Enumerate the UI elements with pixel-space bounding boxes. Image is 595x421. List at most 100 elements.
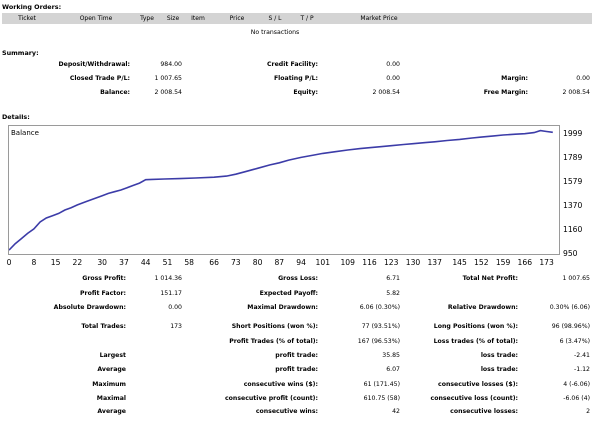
- no-transactions-text: No transactions: [250, 29, 300, 36]
- summary-label: Balance:: [100, 89, 130, 96]
- details-label: consecutive profit (count):: [225, 395, 318, 402]
- summary-value: 1 007.65: [154, 75, 182, 82]
- details-label: Absolute Drawdown:: [53, 304, 126, 311]
- balance-line: [8, 129, 553, 251]
- x-tick-label: 15: [50, 258, 61, 267]
- x-tick-label: 94: [296, 258, 306, 267]
- col-type[interactable]: Type: [140, 15, 154, 22]
- col-tp[interactable]: T / P: [300, 15, 314, 22]
- details-value: -1.12: [573, 366, 590, 373]
- details-label: Long Positions (won %):: [433, 323, 518, 330]
- y-tick-label: 1160: [563, 225, 583, 234]
- x-tick-label: 137: [427, 258, 442, 267]
- details-label: Total Net Profit:: [462, 275, 518, 282]
- y-tick-label: 1999: [563, 129, 583, 139]
- details-value: 4 (-6.06): [563, 381, 590, 388]
- details-label: profit trade:: [275, 352, 318, 359]
- x-tick-label: 30: [97, 258, 108, 267]
- details-label: consecutive losses:: [450, 408, 518, 415]
- summary-title: Summary:: [2, 49, 39, 57]
- chart-legend-label: Balance: [11, 129, 39, 137]
- details-label: consecutive losses ($):: [438, 381, 518, 388]
- summary-value: 0.00: [386, 75, 400, 82]
- summary-label: Free Margin:: [483, 89, 528, 96]
- col-size[interactable]: Size: [166, 15, 180, 22]
- y-tick-label: 1789: [563, 153, 583, 163]
- summary-value: 0.00: [576, 75, 590, 82]
- col-market-price[interactable]: Market Price: [360, 15, 398, 22]
- details-label: Gross Loss:: [278, 275, 318, 282]
- details-label: Loss trades (% of total):: [433, 338, 518, 345]
- y-tick-label: 1370: [563, 201, 583, 210]
- summary-label: Equity:: [293, 89, 318, 96]
- details-value: 77 (93.51%): [361, 323, 400, 330]
- details-value: 151.17: [160, 290, 182, 297]
- x-tick-label: 116: [362, 258, 377, 267]
- summary-label: Credit Facility:: [267, 61, 318, 68]
- x-tick-label: 109: [340, 258, 355, 267]
- summary-label: Deposit/Withdrawal:: [58, 61, 131, 68]
- col-ticket[interactable]: Ticket: [18, 15, 36, 22]
- details-value: 1 007.65: [562, 275, 590, 282]
- details-label: Profit Factor:: [80, 290, 126, 297]
- x-tick-label: 87: [274, 258, 285, 267]
- x-tick-label: 51: [162, 258, 173, 267]
- details-value: 0.00: [168, 304, 182, 311]
- balance-chart-svg: [8, 129, 553, 251]
- x-tick-label: 152: [474, 258, 489, 267]
- x-tick-label: 58: [184, 258, 195, 267]
- details-value: 6.07: [386, 366, 400, 373]
- col-item[interactable]: Item: [191, 15, 205, 22]
- details-label: Maximal: [96, 395, 126, 402]
- working-orders-title: Working Orders:: [2, 3, 62, 11]
- details-value: 167 (96.53%): [357, 338, 400, 345]
- x-tick-label: 80: [252, 258, 263, 267]
- col-open-time[interactable]: Open Time: [79, 15, 113, 22]
- x-tick-label: 101: [315, 258, 331, 267]
- x-tick-label: 73: [230, 258, 241, 267]
- details-label: Total Trades:: [81, 323, 126, 330]
- details-value: 5.82: [386, 290, 400, 297]
- details-label: Profit Trades (% of total):: [229, 338, 318, 345]
- col-sl[interactable]: S / L: [268, 15, 282, 22]
- x-tick-label: 22: [72, 258, 83, 267]
- summary-value: 2 008.54: [154, 89, 182, 96]
- details-value: 42: [392, 408, 400, 415]
- orders-table-header: Ticket Open Time Type Size Item Price S …: [2, 13, 592, 24]
- details-label: loss trade:: [480, 352, 518, 359]
- details-label: profit trade:: [275, 366, 318, 373]
- details-label: Short Positions (won %):: [231, 323, 318, 330]
- details-value: 96 (98.96%): [551, 323, 590, 330]
- details-label: Maximum: [92, 381, 126, 388]
- x-tick-label: 37: [119, 258, 129, 267]
- x-tick-label: 145: [452, 258, 467, 267]
- x-tick-label: 166: [517, 258, 533, 267]
- details-value: 6 (3.47%): [559, 338, 590, 345]
- details-label: consecutive loss (count):: [430, 395, 518, 402]
- x-tick-label: 173: [539, 258, 554, 267]
- x-tick-label: 130: [405, 258, 421, 267]
- details-value: 173: [170, 323, 182, 330]
- details-value: -2.41: [573, 352, 590, 359]
- balance-chart: Balance: [8, 125, 560, 255]
- summary-label: Margin:: [501, 75, 528, 82]
- details-value: -6.06 (4): [563, 395, 590, 402]
- details-value: 610.75 (58): [363, 395, 400, 402]
- details-value: 6.06 (0.30%): [359, 304, 400, 311]
- x-tick-label: 159: [495, 258, 511, 267]
- details-value: 6.71: [386, 275, 400, 282]
- details-label: Expected Payoff:: [259, 290, 318, 297]
- details-value: 61 (171.45): [363, 381, 400, 388]
- x-tick-label: 0: [6, 258, 12, 267]
- summary-label: Floating P/L:: [273, 75, 318, 82]
- details-label: Relative Drawdown:: [447, 304, 518, 311]
- details-label: Average: [97, 408, 126, 415]
- summary-value: 0.00: [386, 61, 400, 68]
- details-label: loss trade:: [480, 366, 518, 373]
- details-label: Gross Profit:: [82, 275, 126, 282]
- col-price[interactable]: Price: [229, 15, 245, 22]
- x-tick-label: 8: [31, 258, 37, 267]
- y-tick-label: 1579: [563, 177, 583, 187]
- summary-value: 2 008.54: [562, 89, 590, 96]
- details-label: consecutive wins:: [255, 408, 318, 415]
